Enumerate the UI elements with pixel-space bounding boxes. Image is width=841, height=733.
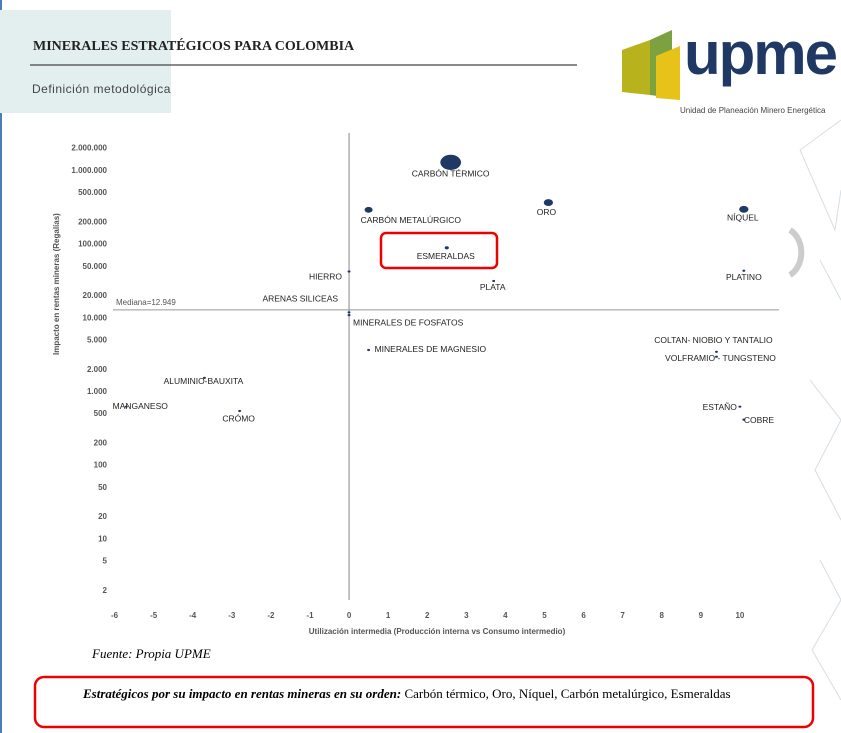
note: Estratégicos por su impacto en rentas mi…	[83, 686, 808, 701]
source: Fuente: Propia UPME	[91, 646, 211, 661]
point-label: ESMERALDAS	[417, 251, 475, 261]
logo-text: upme	[684, 20, 837, 87]
note-box	[35, 677, 813, 727]
point	[348, 270, 351, 272]
x-tick-label: 9	[699, 611, 704, 620]
x-tick-label: 10	[735, 611, 744, 620]
logo: upme Unidad de Planeación Minero Energét…	[622, 20, 837, 115]
point-label: MINERALES DE MAGNESIO	[375, 344, 487, 354]
x-tick-label: 2	[425, 611, 430, 620]
chart: 251020501002005001.0002.0005.00010.00020…	[71, 133, 779, 620]
point-label: COLTAN- NIOBIO Y TANTALIO	[654, 335, 773, 345]
point-label: ESTAÑO	[703, 402, 738, 412]
y-tick-label: 2	[103, 586, 108, 595]
y-tick-label: 5	[103, 557, 108, 566]
point	[238, 410, 241, 412]
header-subtitle: Definición metodológica	[32, 82, 171, 96]
point-label: VOLFRAMIO - TUNGSTENO	[665, 353, 776, 363]
point-label: ORO	[537, 207, 557, 217]
point-label: MANGANESO	[113, 401, 169, 411]
point-label: CRÓMO	[222, 413, 255, 423]
y-tick-label: 100.000	[78, 240, 107, 249]
y-tick-label: 10.000	[83, 313, 108, 322]
point	[367, 349, 370, 351]
header-band	[0, 10, 171, 113]
x-tick-label: 8	[660, 611, 665, 620]
y-tick-label: 2.000.000	[71, 144, 107, 153]
x-tick-label: -3	[228, 611, 236, 620]
point-label: CARBÓN METALÚRGICO	[361, 215, 462, 225]
x-axis-label: Utilización intermedia (Producción inter…	[309, 627, 566, 636]
y-tick-label: 500	[94, 409, 108, 418]
y-tick-label: 1.000.000	[71, 166, 107, 175]
page: MINERALES ESTRATÉGICOS PARA COLOMBIA Def…	[0, 0, 841, 733]
y-tick-label: 2.000	[87, 365, 108, 374]
x-tick-label: -6	[111, 611, 119, 620]
point	[738, 406, 741, 408]
logo-caption: Unidad de Planeación Minero Energética	[680, 106, 826, 115]
point	[348, 311, 351, 313]
point-label: PLATA	[480, 282, 506, 292]
point-label: MINERALES DE FOSFATOS	[353, 317, 464, 327]
y-tick-label: 5.000	[87, 335, 108, 344]
point	[544, 199, 553, 206]
y-tick-label: 20.000	[83, 291, 108, 300]
x-tick-label: -1	[306, 611, 314, 620]
point-label: CARBÓN TÉRMICO	[412, 169, 490, 179]
point-label: ALUMINIO-BAUXITA	[164, 376, 244, 386]
y-tick-label: 200	[94, 438, 108, 447]
note-lead: Estratégicos por su impacto en rentas mi…	[83, 686, 401, 701]
y-tick-label: 50.000	[83, 262, 108, 271]
point-label: ARENAS SILICEAS	[262, 294, 338, 304]
x-tick-label: -5	[150, 611, 158, 620]
median-label: Mediana=12.949	[116, 298, 176, 307]
x-tick-label: 7	[620, 611, 625, 620]
point	[348, 314, 351, 316]
y-tick-label: 10	[98, 534, 107, 543]
y-tick-label: 100	[94, 461, 108, 470]
x-tick-label: 3	[464, 611, 469, 620]
point-label: COBRE	[744, 415, 775, 425]
x-tick-label: 1	[386, 611, 391, 620]
document: MINERALES ESTRATÉGICOS PARA COLOMBIA Def…	[0, 0, 841, 733]
header-title: MINERALES ESTRATÉGICOS PARA COLOMBIA	[33, 37, 355, 54]
y-tick-label: 200.000	[78, 217, 107, 226]
x-tick-label: -2	[267, 611, 275, 620]
x-tick-label: -4	[189, 611, 197, 620]
decoration	[790, 120, 841, 700]
y-tick-label: 500.000	[78, 188, 107, 197]
y-tick-label: 1.000	[87, 387, 108, 396]
point-label: PLATINO	[726, 272, 762, 282]
point	[445, 246, 449, 249]
note-text: Carbón térmico, Oro, Níquel, Carbón meta…	[404, 686, 730, 701]
y-tick-label: 20	[98, 512, 107, 521]
point	[365, 207, 373, 213]
y-axis-label: Impacto en rentas mineras (Regalías)	[52, 213, 61, 355]
x-tick-label: 4	[503, 611, 508, 620]
x-tick-label: 5	[542, 611, 547, 620]
x-tick-label: 0	[347, 611, 352, 620]
y-tick-label: 50	[98, 483, 107, 492]
point-label: HIERRO	[309, 272, 342, 282]
x-tick-label: 6	[581, 611, 586, 620]
point-label: NÍQUEL	[727, 213, 759, 223]
